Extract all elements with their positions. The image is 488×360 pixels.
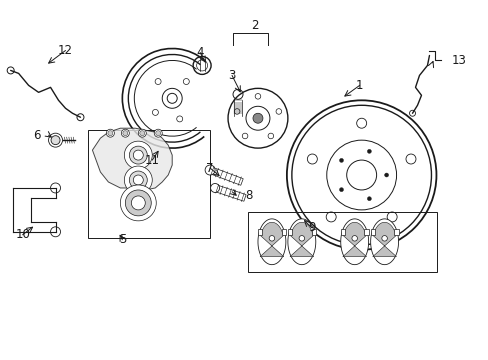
Circle shape bbox=[106, 129, 114, 137]
Circle shape bbox=[48, 133, 62, 147]
Circle shape bbox=[176, 116, 183, 122]
Polygon shape bbox=[289, 222, 313, 257]
Circle shape bbox=[381, 235, 386, 241]
Circle shape bbox=[234, 109, 240, 114]
Circle shape bbox=[140, 131, 144, 136]
Circle shape bbox=[77, 114, 84, 121]
Circle shape bbox=[384, 173, 388, 177]
Circle shape bbox=[155, 78, 161, 85]
Polygon shape bbox=[372, 222, 396, 257]
Circle shape bbox=[386, 212, 396, 222]
Polygon shape bbox=[258, 219, 285, 265]
Text: 7: 7 bbox=[206, 162, 213, 175]
Polygon shape bbox=[92, 128, 172, 190]
Circle shape bbox=[51, 136, 60, 145]
Polygon shape bbox=[311, 229, 315, 235]
Text: 9: 9 bbox=[307, 221, 315, 234]
Circle shape bbox=[50, 227, 61, 237]
Polygon shape bbox=[370, 219, 398, 265]
Text: 8: 8 bbox=[244, 189, 252, 202]
Circle shape bbox=[242, 133, 247, 139]
Text: 3: 3 bbox=[228, 69, 235, 82]
Circle shape bbox=[405, 154, 415, 164]
Circle shape bbox=[346, 160, 376, 190]
Text: 4: 4 bbox=[196, 46, 203, 59]
Circle shape bbox=[120, 185, 156, 221]
Circle shape bbox=[204, 165, 215, 175]
Circle shape bbox=[124, 141, 152, 169]
Circle shape bbox=[339, 188, 343, 192]
Circle shape bbox=[50, 183, 61, 193]
Text: 2: 2 bbox=[251, 19, 258, 32]
Circle shape bbox=[339, 158, 343, 162]
Polygon shape bbox=[393, 229, 398, 235]
Circle shape bbox=[125, 190, 151, 216]
Circle shape bbox=[7, 67, 14, 74]
Circle shape bbox=[167, 93, 177, 103]
Circle shape bbox=[138, 129, 146, 137]
Polygon shape bbox=[364, 229, 368, 235]
Circle shape bbox=[268, 235, 274, 241]
Circle shape bbox=[183, 78, 189, 85]
Circle shape bbox=[210, 184, 219, 193]
Circle shape bbox=[133, 150, 143, 160]
Circle shape bbox=[131, 196, 145, 210]
Circle shape bbox=[154, 129, 162, 137]
Bar bbox=[247, 212, 437, 272]
Text: 12: 12 bbox=[58, 44, 73, 57]
Circle shape bbox=[307, 154, 317, 164]
Circle shape bbox=[156, 131, 161, 136]
Circle shape bbox=[252, 113, 263, 123]
Circle shape bbox=[299, 235, 304, 241]
Circle shape bbox=[255, 94, 260, 99]
Polygon shape bbox=[287, 219, 315, 265]
Circle shape bbox=[275, 109, 281, 114]
Circle shape bbox=[108, 131, 113, 136]
Text: 13: 13 bbox=[450, 54, 466, 67]
Polygon shape bbox=[340, 229, 344, 235]
Circle shape bbox=[366, 197, 370, 201]
Circle shape bbox=[267, 133, 273, 139]
Circle shape bbox=[356, 118, 366, 128]
Circle shape bbox=[129, 171, 147, 189]
Text: 10: 10 bbox=[15, 228, 30, 241]
Text: 1: 1 bbox=[355, 79, 363, 92]
Circle shape bbox=[124, 166, 152, 194]
Circle shape bbox=[121, 129, 129, 137]
Polygon shape bbox=[342, 222, 366, 257]
Polygon shape bbox=[214, 185, 245, 201]
Circle shape bbox=[129, 146, 147, 164]
Circle shape bbox=[325, 212, 335, 222]
Polygon shape bbox=[258, 229, 262, 235]
Polygon shape bbox=[370, 229, 374, 235]
Circle shape bbox=[351, 235, 357, 241]
Circle shape bbox=[152, 109, 158, 116]
Text: 6: 6 bbox=[33, 129, 40, 142]
Text: 11: 11 bbox=[144, 154, 160, 167]
Polygon shape bbox=[208, 167, 243, 185]
Bar bbox=[88, 130, 210, 238]
Circle shape bbox=[122, 131, 127, 136]
Polygon shape bbox=[260, 222, 283, 257]
Circle shape bbox=[366, 149, 370, 153]
Polygon shape bbox=[281, 229, 285, 235]
Polygon shape bbox=[340, 219, 368, 265]
Circle shape bbox=[408, 110, 415, 116]
Polygon shape bbox=[287, 229, 291, 235]
Circle shape bbox=[133, 175, 143, 185]
Text: 5: 5 bbox=[119, 233, 126, 246]
